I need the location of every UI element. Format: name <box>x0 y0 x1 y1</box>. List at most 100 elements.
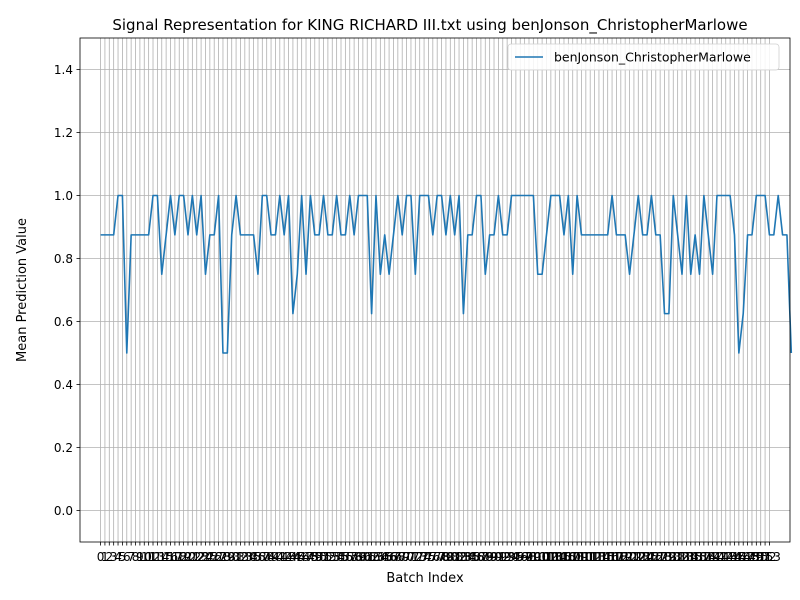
x-tick-label: 153 <box>758 550 781 564</box>
x-tick-label: 128 <box>649 550 672 564</box>
x-tick-label: 97 <box>517 550 532 564</box>
x-tick-label: 110 <box>570 550 593 564</box>
x-tick-label: 118 <box>605 550 628 564</box>
x-tick-label: 3 <box>110 550 118 564</box>
x-tick-label: 126 <box>640 550 663 564</box>
x-tick-label: 148 <box>736 550 759 564</box>
x-tick-label: 115 <box>592 550 615 564</box>
x-tick-label: 150 <box>745 550 768 564</box>
x-tick-label: 103 <box>539 550 562 564</box>
x-tick-label: 144 <box>719 550 742 564</box>
x-tick-label: 0 <box>97 550 105 564</box>
x-tick-label: 89 <box>482 550 497 564</box>
x-tick-label: 74 <box>416 550 431 564</box>
x-tick-label: 58 <box>346 550 361 564</box>
y-tick-label: 0.0 <box>54 504 73 518</box>
x-tick-label: 5 <box>119 550 127 564</box>
y-tick-label: 0.8 <box>54 252 73 266</box>
x-tick-label: 108 <box>561 550 584 564</box>
x-tick-label: 21 <box>185 550 200 564</box>
x-tick-label: 129 <box>653 550 676 564</box>
x-tick-label: 18 <box>172 550 187 564</box>
x-tick-label: 117 <box>601 550 624 564</box>
x-tick-label: 87 <box>473 550 488 564</box>
x-tick-label: 92 <box>495 550 510 564</box>
x-tick-label: 116 <box>596 550 619 564</box>
x-tick-label: 104 <box>544 550 567 564</box>
x-tick-label: 79 <box>438 550 453 564</box>
x-tick-label: 25 <box>202 550 217 564</box>
x-tick-label: 48 <box>303 550 318 564</box>
x-tick-label: 4 <box>114 550 122 564</box>
x-tick-label: 57 <box>342 550 357 564</box>
x-tick-label: 16 <box>163 550 178 564</box>
x-tick-label: 140 <box>701 550 724 564</box>
grid-layer <box>80 38 790 542</box>
x-tick-label: 45 <box>290 550 305 564</box>
x-tick-label: 142 <box>710 550 733 564</box>
x-tick-label: 12 <box>145 550 160 564</box>
x-tick-label: 132 <box>666 550 689 564</box>
x-tick-label: 44 <box>285 550 300 564</box>
x-tick-label: 98 <box>521 550 536 564</box>
x-tick-label: 22 <box>189 550 204 564</box>
x-tick-label: 42 <box>277 550 292 564</box>
x-tick-label: 54 <box>329 550 344 564</box>
x-tick-label: 83 <box>456 550 471 564</box>
x-tick-label: 60 <box>355 550 370 564</box>
x-tick-label: 71 <box>403 550 418 564</box>
x-tick-label: 13 <box>150 550 165 564</box>
x-tick-label: 37 <box>255 550 270 564</box>
x-tick-label: 39 <box>263 550 278 564</box>
x-tick-label: 141 <box>706 550 729 564</box>
y-tick-label: 1.0 <box>54 189 73 203</box>
x-tick-label: 50 <box>312 550 327 564</box>
x-tick-label: 68 <box>390 550 405 564</box>
x-axis-ticks: 0123456789101112131415161718192021222324… <box>97 542 781 564</box>
x-tick-label: 88 <box>478 550 493 564</box>
x-tick-label: 61 <box>360 550 375 564</box>
x-tick-label: 32 <box>233 550 248 564</box>
x-tick-label: 52 <box>320 550 335 564</box>
x-tick-label: 137 <box>688 550 711 564</box>
x-tick-label: 124 <box>631 550 654 564</box>
plot-frame <box>79 37 791 543</box>
x-tick-label: 136 <box>684 550 707 564</box>
x-tick-label: 102 <box>535 550 558 564</box>
x-tick-label: 64 <box>373 550 388 564</box>
series-line <box>100 194 793 354</box>
y-axis-ticks: 0.0 0.2 0.4 0.6 0.8 1.0 1.2 1.4 <box>54 63 80 518</box>
x-tick-label: 131 <box>662 550 685 564</box>
x-tick-label: 111 <box>574 550 597 564</box>
x-tick-label: 30 <box>224 550 239 564</box>
x-tick-label: 36 <box>250 550 265 564</box>
x-tick-label: 67 <box>386 550 401 564</box>
x-tick-label: 119 <box>609 550 632 564</box>
x-tick-label: 24 <box>198 550 213 564</box>
x-tick-label: 15 <box>158 550 173 564</box>
x-tick-label: 81 <box>447 550 462 564</box>
x-tick-label: 86 <box>469 550 484 564</box>
x-tick-label: 152 <box>754 550 777 564</box>
x-tick-label: 2 <box>105 550 113 564</box>
x-tick-label: 69 <box>395 550 410 564</box>
x-tick-label: 151 <box>749 550 772 564</box>
x-tick-label: 143 <box>714 550 737 564</box>
x-tick-label: 14 <box>154 550 169 564</box>
x-tick-label: 27 <box>211 550 226 564</box>
x-tick-label: 90 <box>486 550 501 564</box>
x-tick-label: 149 <box>741 550 764 564</box>
x-tick-label: 10 <box>137 550 152 564</box>
legend-label: benJonson_ChristopherMarlowe <box>554 50 751 65</box>
x-tick-label: 43 <box>281 550 296 564</box>
x-tick-label: 145 <box>723 550 746 564</box>
x-tick-label: 125 <box>636 550 659 564</box>
x-tick-label: 147 <box>732 550 755 564</box>
x-tick-label: 138 <box>692 550 715 564</box>
x-tick-label: 17 <box>167 550 182 564</box>
x-tick-label: 112 <box>579 550 602 564</box>
x-tick-label: 53 <box>325 550 340 564</box>
